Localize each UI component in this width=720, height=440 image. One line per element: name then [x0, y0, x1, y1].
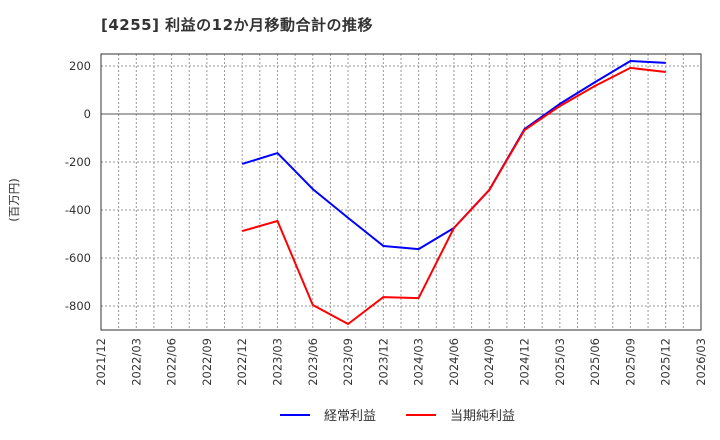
x-tick-label: 2025/12: [659, 338, 673, 386]
x-tick-label: 2025/09: [623, 338, 637, 386]
x-tick-label: 2026/03: [694, 338, 708, 386]
x-tick-label: 2022/03: [129, 338, 143, 386]
chart-title: [4255] 利益の12か月移動合計の推移: [101, 16, 374, 34]
legend-label: 当期純利益: [450, 409, 516, 424]
x-tick-label: 2021/12: [94, 338, 108, 386]
x-tick-label: 2022/12: [235, 338, 249, 386]
legend-label: 経常利益: [324, 409, 377, 424]
plot-frame: [100, 53, 702, 331]
x-tick-label: 2024/12: [518, 338, 532, 386]
y-tick-label: -600: [65, 251, 91, 265]
x-tick-label: 2022/06: [165, 338, 179, 386]
x-tick-label: 2024/03: [412, 338, 426, 386]
y-tick-label: -200: [65, 155, 91, 169]
legend-item-ordinary-profit[interactable]: 経常利益: [280, 405, 376, 424]
legend-swatch-blue: [280, 413, 310, 416]
x-tick-label: 2025/03: [553, 338, 567, 386]
x-tick-label: 2023/06: [306, 338, 320, 386]
x-tick-label: 2024/09: [482, 338, 496, 386]
y-axis-label: (百万円): [7, 178, 21, 221]
legend: 経常利益 当期純利益: [280, 405, 545, 424]
legend-item-net-profit[interactable]: 当期純利益: [406, 405, 515, 424]
x-tick-label: 2023/03: [270, 338, 284, 386]
series-line-net-profit: [241, 66, 666, 325]
x-tick-label: 2022/09: [200, 338, 214, 386]
legend-swatch-red: [406, 413, 437, 416]
x-tick-label: 2025/06: [588, 338, 602, 386]
y-tick-label: -800: [65, 299, 91, 313]
x-tick-label: 2023/09: [341, 338, 355, 386]
y-tick-label: 0: [84, 107, 91, 121]
y-tick-label: 200: [69, 59, 91, 73]
x-tick-label: 2023/12: [376, 338, 390, 386]
y-tick-label: -400: [65, 203, 91, 217]
x-tick-label: 2024/06: [447, 338, 461, 386]
